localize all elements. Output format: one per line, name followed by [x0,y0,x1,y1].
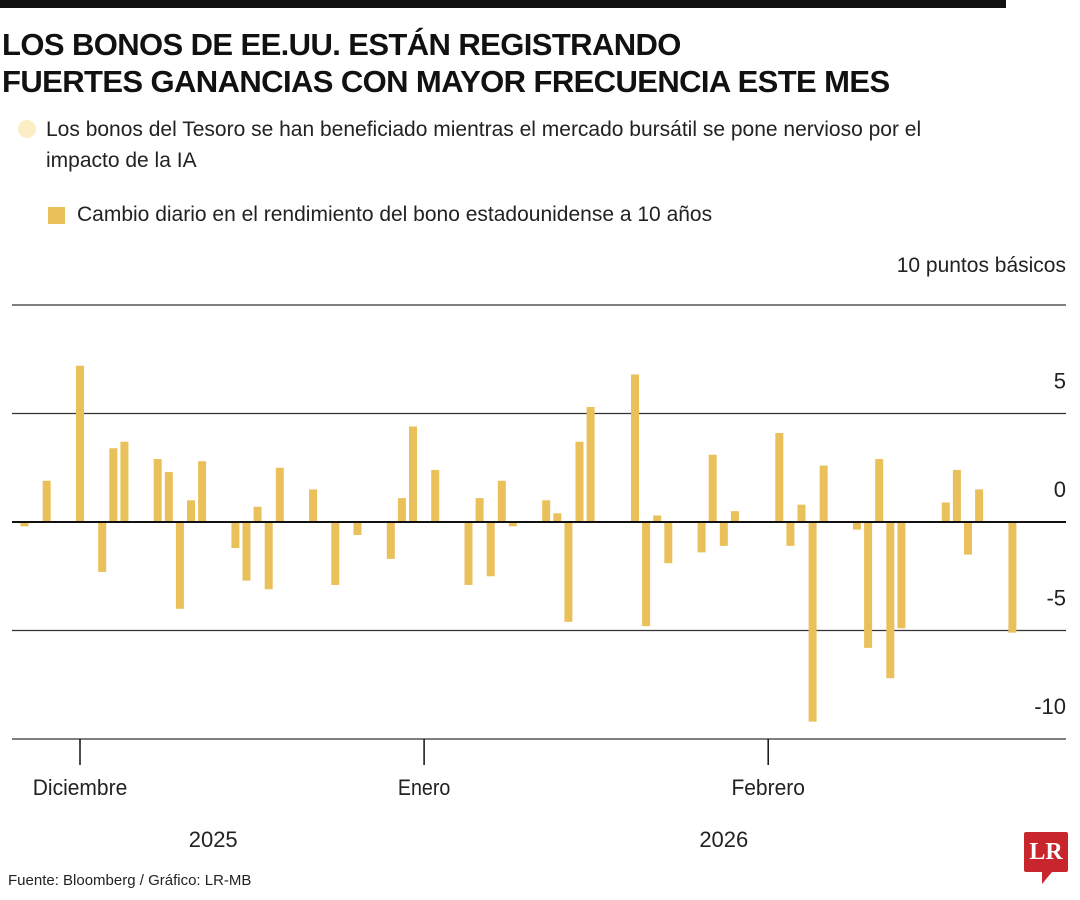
bar [631,374,639,522]
bar [431,469,440,522]
y-tick-label: -5 [1046,586,1066,611]
bar [886,522,895,679]
bar [642,522,651,627]
bar [575,441,584,522]
bar [808,522,817,722]
bar [120,441,129,522]
bar [864,522,873,648]
bar [20,522,29,527]
legend-swatch [48,206,65,224]
bar [331,522,340,585]
bar [964,522,972,555]
subtitle: Los bonos del Tesoro se han beneficiado … [18,114,978,176]
top-rule [0,0,1006,8]
bar [309,489,318,522]
y-tick-label: 0 [1054,477,1066,502]
bar [975,489,984,522]
bar [941,502,950,522]
bar [586,406,595,522]
bar [553,513,562,522]
bar [109,448,118,522]
bar [1008,522,1017,633]
bar [508,522,517,527]
bar [497,480,506,522]
subtitle-text: Los bonos del Tesoro se han beneficiado … [46,118,922,172]
bar [797,504,806,522]
unit-label: 10 puntos básicos [896,254,1066,277]
bar [542,500,551,522]
x-tick-label: Diciembre [33,775,128,800]
bar [175,522,184,609]
bar [76,365,84,522]
legend-label: Cambio diario en el rendimiento del bono… [77,203,713,226]
bar [475,498,484,522]
bar [708,454,717,522]
bar [198,461,207,522]
bar [786,522,795,546]
bar [853,522,861,530]
bar [664,522,673,564]
bar [98,522,107,572]
title-line-2: FUERTES GANANCIAS CON MAYOR FRECUENCIA E… [2,64,890,99]
year-label: 2025 [189,827,238,852]
bar [697,522,706,553]
bar [564,522,573,622]
bar [464,522,473,585]
bullet-dot-icon [18,120,36,138]
legend: Cambio diario en el rendimiento del bono… [48,203,712,227]
bar [264,522,273,590]
bar [409,426,417,522]
bar [242,522,251,581]
chart-title: LOS BONOS DE EE.UU. ESTÁN REGISTRANDO FU… [2,26,890,100]
title-line-1: LOS BONOS DE EE.UU. ESTÁN REGISTRANDO [2,27,681,62]
bar [486,522,495,577]
y-tick-label: -10 [1034,694,1066,719]
bar [952,469,961,522]
source-note: Fuente: Bloomberg / Gráfico: LR-MB [8,872,252,889]
bar [397,498,406,522]
bar [719,522,728,546]
bar [253,506,262,522]
bar [653,515,662,522]
bar [187,500,195,522]
bar [42,480,51,522]
bar [386,522,395,559]
bar [775,433,784,522]
bar [275,467,284,522]
year-label: 2026 [699,827,748,852]
bar [164,472,173,522]
y-tick-label: 5 [1054,369,1066,394]
bar [153,459,162,522]
bar [819,465,828,522]
bar [730,511,739,522]
bar [875,459,884,522]
bar [231,522,240,549]
x-tick-label: Febrero [731,775,805,800]
bar [353,522,362,536]
x-tick-label: Enero [398,775,451,800]
bar [897,522,906,629]
lr-logo: LR [1024,832,1068,884]
